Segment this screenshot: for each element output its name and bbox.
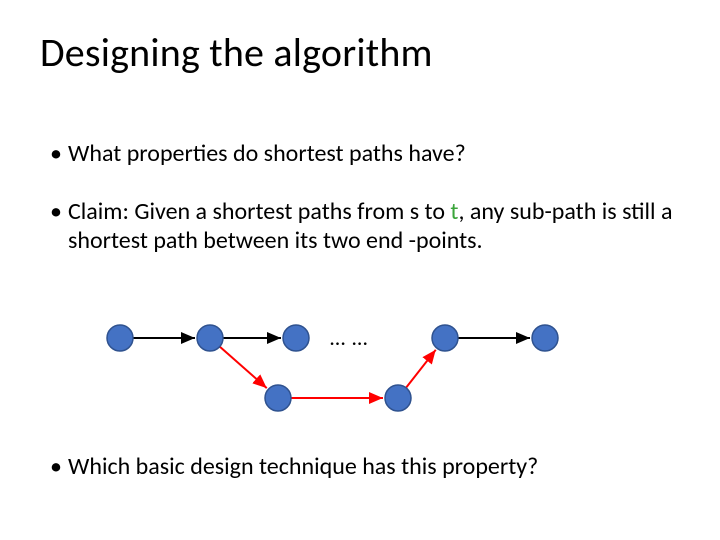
edge: [220, 347, 267, 388]
bullet-3: Which basic design technique has this pr…: [50, 452, 680, 481]
node: [283, 325, 309, 351]
bullet-list: What properties do shortest paths have? …: [50, 140, 680, 255]
bullet-2-s: s: [410, 197, 419, 226]
bullet-1-text: What properties do shortest paths have?: [68, 139, 466, 168]
edge: [406, 350, 436, 388]
node: [265, 385, 291, 411]
node: [197, 325, 223, 351]
node: [432, 325, 458, 351]
node: [107, 325, 133, 351]
bullet-2-mid: to: [419, 197, 450, 226]
node: [385, 385, 411, 411]
bullet-1: What properties do shortest paths have?: [50, 140, 680, 168]
bullet-2: Claim: Given a shortest paths from s to …: [50, 198, 680, 255]
diagram-ellipsis: … …: [330, 324, 368, 351]
slide: Designing the algorithm What properties …: [0, 0, 720, 540]
bullet-2-pre: Claim: Given a shortest paths from: [68, 197, 410, 226]
node: [532, 325, 558, 351]
slide-title: Designing the algorithm: [40, 28, 433, 77]
bullet-3-text: Which basic design technique has this pr…: [68, 452, 538, 481]
